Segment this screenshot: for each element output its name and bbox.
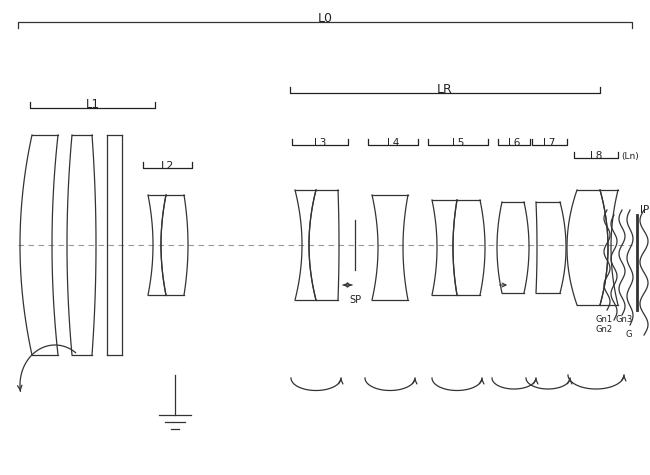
- Text: SP: SP: [349, 295, 361, 305]
- Text: L0: L0: [317, 12, 333, 25]
- Text: LR: LR: [437, 83, 453, 96]
- Text: L2: L2: [161, 161, 174, 171]
- Text: L7: L7: [543, 138, 556, 148]
- Text: L1: L1: [86, 98, 99, 111]
- Text: L3: L3: [314, 138, 326, 148]
- Text: (Ln): (Ln): [621, 152, 639, 161]
- Text: Gn2: Gn2: [595, 325, 612, 334]
- Text: L5: L5: [452, 138, 464, 148]
- Text: L8: L8: [590, 151, 602, 161]
- Text: L6: L6: [508, 138, 520, 148]
- Text: G: G: [626, 330, 632, 339]
- Text: L4: L4: [387, 138, 399, 148]
- Text: Gn3: Gn3: [616, 315, 633, 324]
- Text: Gn1: Gn1: [595, 315, 612, 324]
- Text: IP: IP: [640, 205, 649, 215]
